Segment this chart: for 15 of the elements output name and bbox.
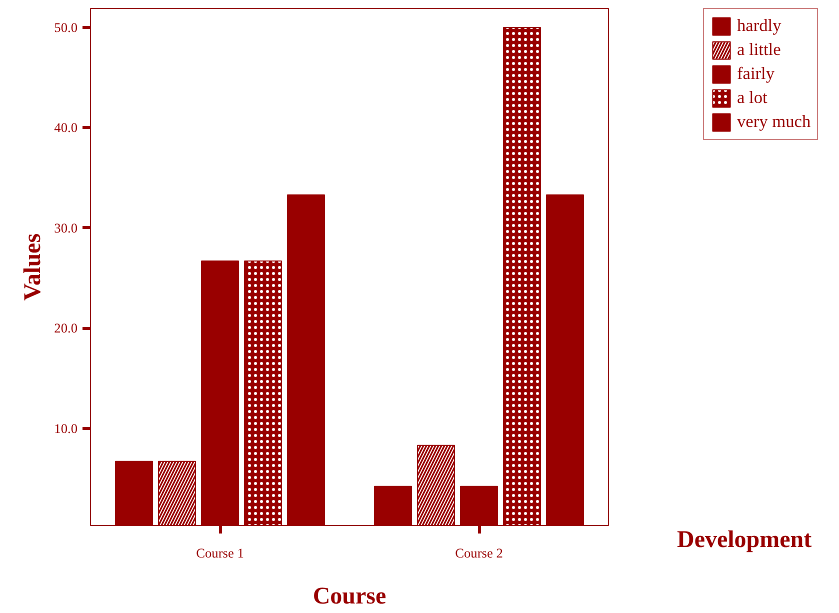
y-tick-label: 40.0: [54, 120, 78, 136]
x-tick-label: Course 2: [455, 546, 503, 560]
y-tick-label: 30.0: [54, 220, 78, 236]
y-tick-label: 10.0: [54, 420, 78, 436]
y-axis-title: Values: [20, 233, 46, 301]
legend-label: a lot: [737, 88, 768, 108]
y-tick-label: 50.0: [54, 20, 78, 36]
legend-label: very much: [737, 112, 811, 132]
legend-label: fairly: [737, 64, 775, 84]
legend-label: a little: [737, 40, 781, 60]
x-tick-label: Course 1: [196, 546, 244, 560]
x-axis-title: Course: [312, 584, 387, 610]
legend-title: Development: [677, 526, 812, 555]
y-tick-label: 20.0: [54, 320, 78, 336]
legend-label: hardly: [737, 16, 782, 36]
